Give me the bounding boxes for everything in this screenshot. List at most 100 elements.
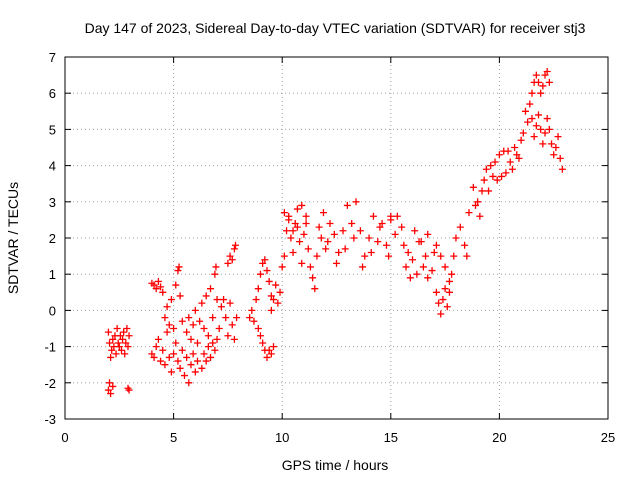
data-point	[548, 140, 556, 148]
data-point	[432, 288, 440, 296]
data-point	[504, 147, 512, 155]
data-point	[543, 115, 551, 123]
data-point	[474, 198, 482, 206]
data-point	[285, 216, 293, 224]
data-point	[402, 263, 410, 271]
data-point	[524, 118, 532, 126]
data-point	[513, 151, 521, 159]
data-point	[170, 325, 178, 332]
data-point	[309, 274, 317, 282]
data-point	[541, 129, 549, 137]
data-point	[267, 350, 275, 358]
data-point	[430, 248, 438, 256]
data-point	[461, 241, 469, 249]
data-point	[204, 343, 212, 351]
data-point	[187, 361, 195, 369]
data-point	[439, 296, 447, 304]
data-point	[202, 357, 210, 365]
data-point	[365, 234, 373, 242]
data-point	[108, 346, 116, 354]
data-point	[109, 382, 117, 390]
data-point	[313, 252, 321, 260]
data-point	[246, 314, 254, 322]
y-tick-label: -2	[44, 376, 56, 391]
data-point	[261, 256, 269, 264]
data-point	[411, 227, 419, 235]
data-point	[350, 234, 358, 242]
data-point	[209, 339, 217, 347]
data-point	[300, 230, 308, 238]
data-point	[543, 67, 551, 75]
data-point	[248, 306, 256, 314]
data-point	[217, 303, 225, 311]
data-point	[428, 267, 436, 275]
data-point	[270, 296, 278, 304]
data-point	[220, 296, 228, 304]
data-point	[116, 332, 124, 340]
data-point	[115, 343, 123, 351]
y-tick-label: 3	[49, 195, 56, 210]
data-point	[163, 303, 171, 311]
data-point	[289, 248, 297, 256]
y-tick-label: -3	[44, 412, 56, 427]
y-tick-label: 0	[49, 303, 56, 318]
data-point	[226, 252, 234, 260]
axis-ticks: 0 5 10 15 20 25 -3 -2 -1 0 1 2 3 4 5 6 7	[44, 50, 615, 445]
data-point	[193, 357, 201, 365]
data-point	[487, 162, 495, 170]
data-point	[339, 227, 347, 235]
data-point	[121, 350, 129, 358]
data-point	[228, 256, 236, 264]
data-point	[191, 368, 199, 376]
data-point	[104, 386, 112, 394]
x-tick-label: 10	[275, 430, 289, 445]
data-point	[348, 220, 356, 228]
data-point	[256, 270, 264, 278]
data-point	[465, 209, 473, 217]
data-point	[187, 335, 195, 343]
data-point	[274, 299, 282, 307]
x-tick-label: 20	[492, 430, 506, 445]
data-point	[324, 238, 332, 246]
data-point	[174, 267, 182, 275]
data-point	[491, 158, 499, 166]
data-point	[450, 252, 458, 260]
data-point	[259, 259, 267, 267]
data-point	[175, 263, 183, 271]
data-point	[157, 283, 165, 291]
data-point	[178, 346, 186, 354]
data-point	[291, 220, 299, 228]
data-point	[252, 296, 260, 304]
data-point	[267, 292, 275, 300]
data-point	[150, 353, 158, 361]
data-point	[254, 325, 262, 332]
data-point	[469, 183, 477, 191]
data-point	[293, 205, 301, 213]
data-point	[254, 285, 262, 293]
data-point	[189, 350, 197, 358]
data-point	[298, 201, 306, 209]
data-point	[150, 281, 158, 289]
data-point	[341, 245, 349, 253]
data-point	[204, 332, 212, 340]
data-point	[448, 270, 456, 278]
data-point	[117, 346, 125, 354]
data-point	[476, 212, 484, 220]
data-point	[250, 317, 258, 325]
data-point	[161, 314, 169, 322]
data-point	[511, 144, 519, 151]
data-point	[125, 332, 133, 340]
data-point	[319, 209, 327, 217]
data-point	[159, 288, 167, 296]
data-point	[265, 346, 273, 354]
data-point	[424, 230, 432, 238]
data-point	[224, 332, 232, 340]
data-point	[198, 299, 206, 307]
data-points	[104, 67, 566, 398]
data-point	[185, 379, 193, 387]
data-point	[526, 100, 534, 108]
data-point	[404, 248, 412, 256]
data-point	[113, 325, 121, 332]
data-point	[207, 285, 215, 293]
x-tick-label: 25	[601, 430, 615, 445]
